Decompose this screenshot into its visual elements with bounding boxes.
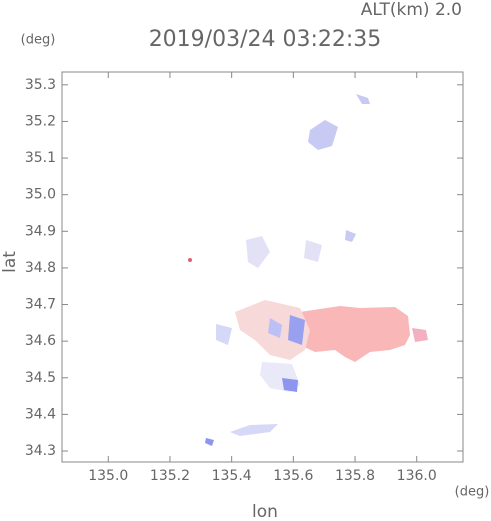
y-tick-label: 34.5 (25, 370, 56, 386)
y-tick-label: 34.9 (25, 223, 56, 239)
y-tick-label: 35.1 (25, 150, 56, 166)
echo-region (345, 230, 356, 242)
echo-region (288, 315, 305, 345)
echo-region (300, 306, 410, 362)
echo-region (205, 438, 214, 446)
echo-region (304, 240, 322, 262)
echo-region (268, 318, 282, 338)
x-axis-label: lon (252, 502, 278, 521)
y-tick-label: 34.3 (25, 443, 56, 459)
y-tick-label: 35.0 (25, 187, 56, 203)
chart-title: 2019/03/24 03:22:35 (149, 27, 382, 52)
y-tick-label: 34.4 (25, 406, 56, 422)
x-unit: (deg) (455, 485, 490, 500)
y-tick-label: 34.8 (25, 260, 56, 276)
echo-region (188, 258, 192, 262)
x-tick-label: 135.2 (150, 468, 190, 484)
x-tick-label: 135.8 (335, 468, 375, 484)
y-tick-label: 34.7 (25, 297, 56, 313)
echo-region (246, 236, 270, 268)
x-tick-label: 135.6 (273, 468, 313, 484)
y-tick-label: 35.3 (25, 77, 56, 93)
radar-echoes (188, 94, 428, 446)
echo-region (308, 120, 338, 150)
x-tick-label: 135.0 (88, 468, 128, 484)
echo-region (282, 378, 298, 392)
plot-frame (61, 71, 464, 463)
echo-region (230, 424, 278, 436)
y-tick-label: 34.6 (25, 333, 56, 349)
x-tick-label: 135.4 (212, 468, 252, 484)
y-axis-label: lat (0, 251, 20, 273)
echo-region (412, 328, 428, 342)
echo-region (216, 324, 232, 345)
y-unit: (deg) (21, 33, 56, 48)
echo-region (356, 94, 370, 104)
subtitle: ALT(km) 2.0 (361, 0, 462, 20)
y-tick-label: 35.2 (25, 113, 56, 129)
x-tick-label: 136.0 (397, 468, 437, 484)
